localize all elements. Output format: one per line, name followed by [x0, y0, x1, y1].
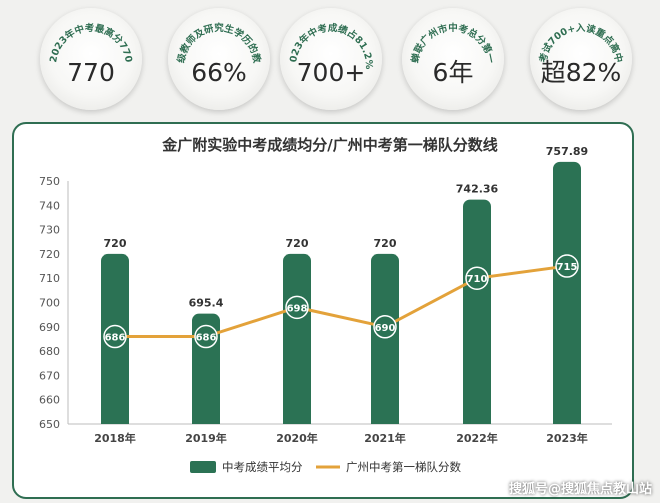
line-point [555, 254, 579, 278]
bar-base [553, 416, 581, 424]
bar-value-label: 695.4 [189, 297, 224, 310]
legend: 中考成绩平均分 广州中考第一梯队分数 [190, 460, 461, 474]
stats-row: 2023年中考最高分770770一级教师及研究生学历的教师66%2023年中考成… [0, 0, 660, 118]
stat-circle: 考试700+入读重点高中 超82% [530, 8, 632, 110]
line-point [373, 315, 397, 339]
bar [463, 199, 491, 424]
y-tick-label: 740 [39, 199, 60, 212]
y-tick-label: 680 [39, 345, 60, 358]
x-tick-label: 2020年 [276, 431, 318, 445]
y-tick-label: 660 [39, 394, 60, 407]
y-axis: 650 660 670 680 690 700 710 720 730 740 750 [39, 175, 612, 431]
x-tick-label: 2023年 [546, 431, 588, 445]
bar-series [101, 161, 581, 424]
line-point-label: 710 [467, 274, 488, 285]
y-tick-label: 710 [39, 272, 60, 285]
bar-value-label: 757.89 [546, 145, 588, 158]
stat-value: 66% [191, 58, 247, 87]
stat-caption-arc: 考试700+入读重点高中 [537, 22, 625, 63]
bar-base [192, 416, 220, 424]
stat-value: 超82% [540, 58, 622, 87]
line-path [115, 264, 568, 339]
y-tick-label: 720 [39, 248, 60, 261]
y-tick-label: 730 [39, 224, 60, 237]
line-point-label: 715 [557, 262, 578, 273]
line-point-label: 686 [196, 333, 217, 344]
bar [371, 253, 399, 424]
x-tick-label: 2019年 [185, 431, 227, 445]
stat-caption-arc: 蝉联广州市中考总分第一 [409, 22, 496, 65]
line-point [194, 324, 218, 349]
line-point-label: 690 [375, 323, 396, 334]
stat-caption-arc: 2023年中考最高分770 [48, 22, 134, 64]
bar [553, 161, 581, 424]
stat-value: 6年 [432, 58, 474, 87]
bar-value-label: 720 [374, 237, 397, 250]
watermark: 搜狐号@搜狐焦点教山站 [508, 482, 652, 497]
legend-label-bar: 中考成绩平均分 [222, 460, 303, 474]
stat-circle: 蝉联广州市中考总分第一 6年 [402, 8, 504, 110]
bar-base [371, 416, 399, 424]
bar-base [101, 416, 129, 424]
stat-caption-arc: 一级教师及研究生学历的教师 [168, 8, 263, 65]
stat-value: 700+ [296, 58, 366, 87]
stat-circle: 2023年中考成绩占81.2%700+ [280, 8, 382, 110]
y-tick-label: 750 [39, 175, 60, 188]
chart-title: 金广附实验中考成绩均分/广州中考第一梯队分数线 [161, 136, 497, 154]
bar [283, 253, 311, 424]
line-point-label: 686 [105, 333, 126, 344]
stat-caption-arc: 2023年中考成绩占81.2% [280, 8, 374, 70]
stat-circle: 2023年中考最高分770 770 [40, 8, 142, 110]
x-axis: 2018年 2019年 2020年 2021年 2022年 2023年 [94, 431, 588, 445]
y-tick-label: 700 [39, 297, 60, 310]
stat-value: 770 [67, 58, 115, 87]
bar-base [283, 416, 311, 424]
line-point [465, 266, 489, 290]
x-tick-label: 2018年 [94, 431, 136, 445]
legend-label-line: 广州中考第一梯队分数 [346, 460, 461, 474]
y-tick-label: 670 [39, 369, 60, 382]
x-tick-label: 2022年 [456, 431, 498, 445]
legend-swatch-bar [190, 461, 216, 473]
bar-base [463, 416, 491, 424]
stat-circle: 一级教师及研究生学历的教师66% [168, 8, 270, 110]
bar-value-label: 742.36 [456, 183, 499, 196]
x-tick-label: 2021年 [364, 431, 406, 445]
bar-value-label: 720 [104, 237, 127, 250]
bar-value-label: 720 [286, 237, 309, 250]
line-series: 686 686 698 690 710 715 [103, 254, 579, 349]
bar-labels: 720 695.4 720 720 742.36 757.89 [104, 145, 589, 310]
line-point [103, 324, 127, 349]
line-point-label: 698 [287, 303, 308, 314]
y-tick-label: 690 [39, 321, 60, 334]
y-tick-label: 650 [39, 418, 60, 431]
line-point [285, 295, 309, 320]
